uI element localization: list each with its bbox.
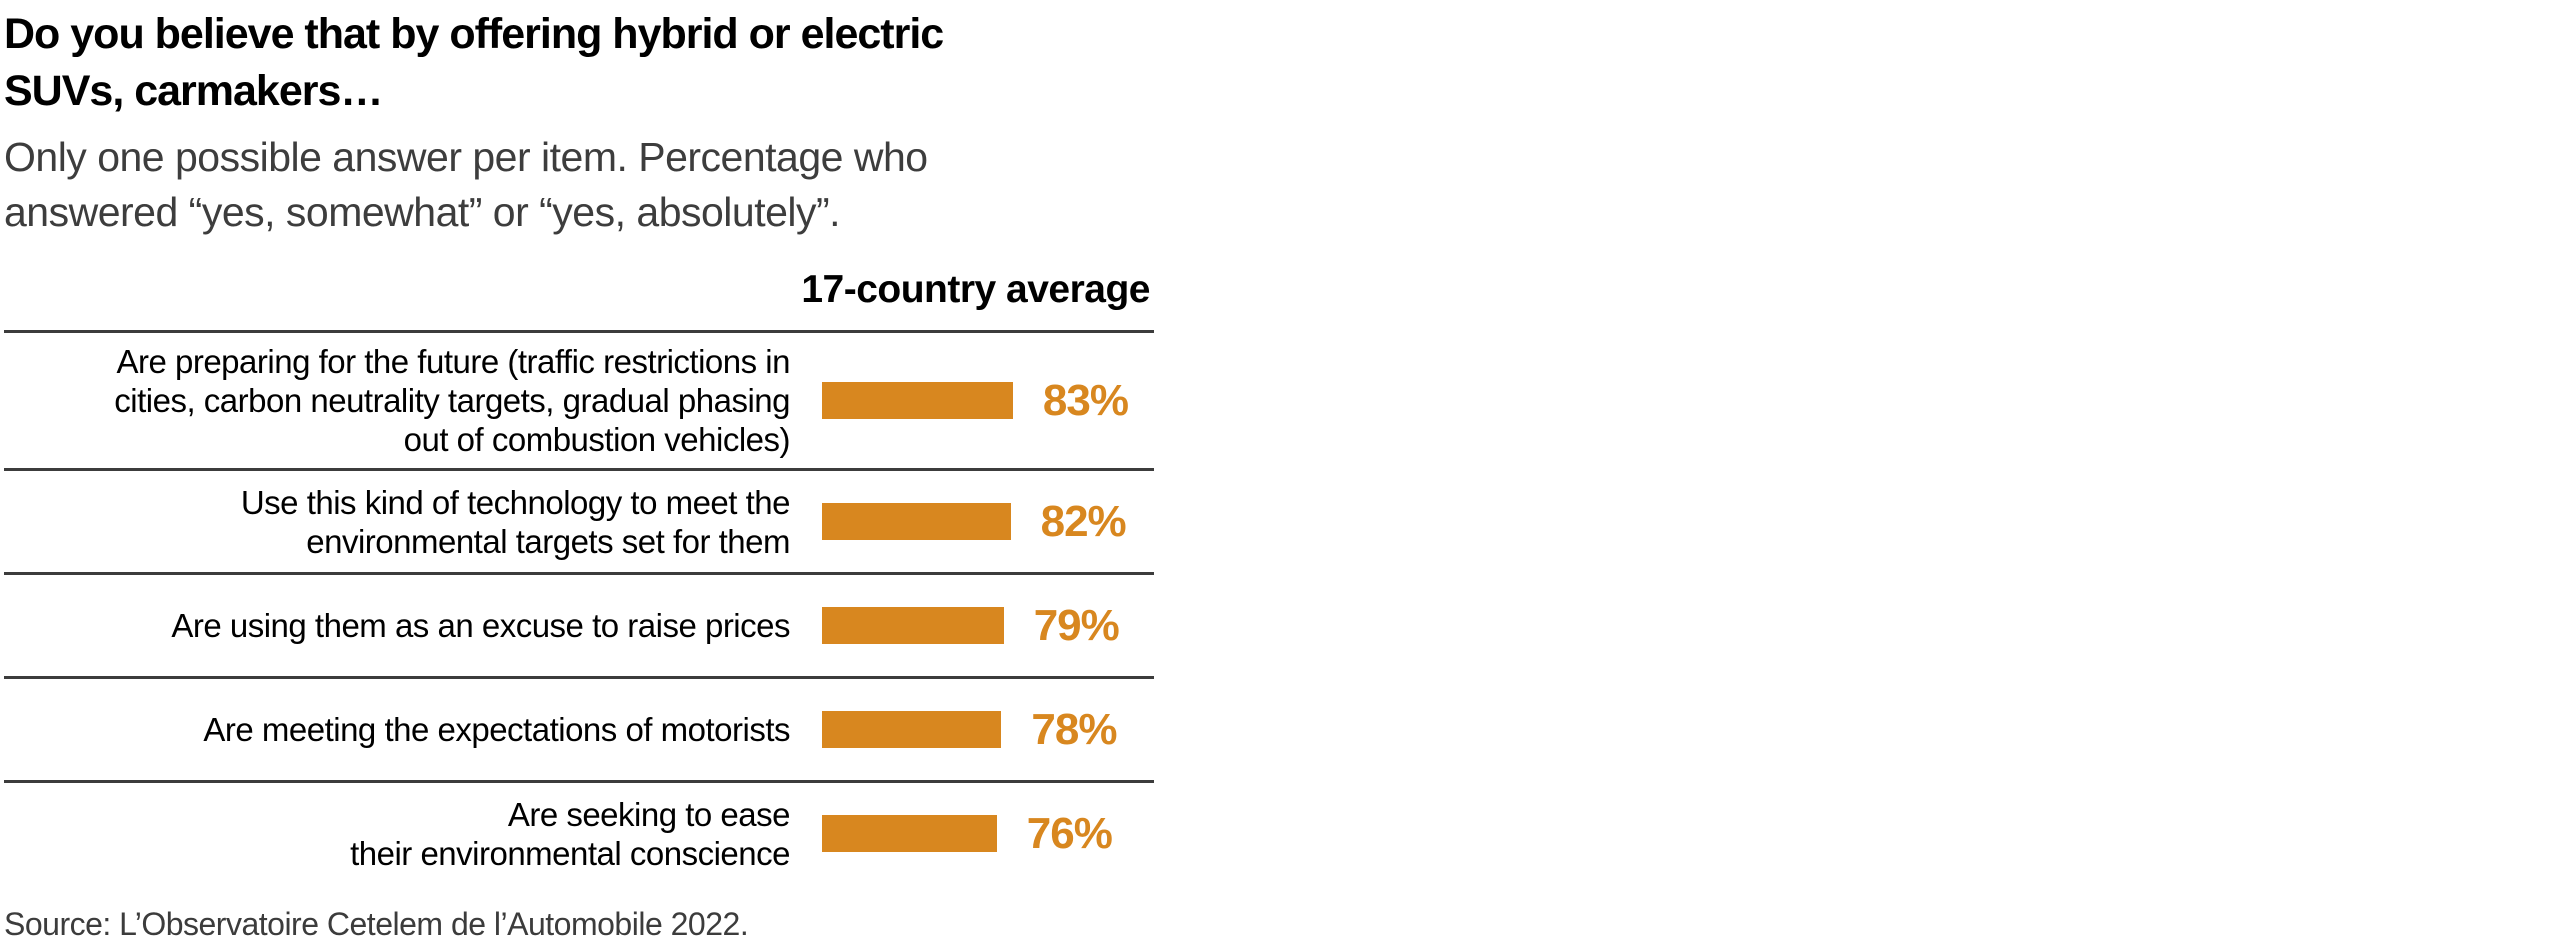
row-label: Are using them as an excuse to raise pri… [171,607,790,644]
bar-chart-table: Are preparing for the future (traffic re… [4,330,1154,884]
value-label: 82% [1040,496,1127,546]
page-subtitle: Only one possible answer per item. Perce… [4,134,928,235]
column-header: 17-country average [801,268,1150,311]
value-label: 78% [1031,704,1117,754]
value-label: 76% [1026,808,1113,858]
row-label: Use this kind of technology to meet the … [240,483,791,560]
bar-wrap: 78% [822,704,1117,755]
row-label: Are preparing for the future (traffic re… [114,343,790,458]
bar-wrap: 83% [822,375,1129,426]
value-bar [822,815,997,852]
value-label: 79% [1033,600,1120,650]
value-bar [822,607,1004,644]
value-bar [822,711,1002,748]
table-row: Are using them as an excuse to raise pri… [4,572,1154,676]
source-note: Source: L’Observatoire Cetelem de l’Auto… [4,906,749,942]
chart-content: Do you believe that by offering hybrid o… [0,0,1160,943]
value-bar [822,382,1013,419]
table-row: Are meeting the expectations of motorist… [4,676,1154,780]
table-row: Are seeking to ease their environmental … [4,780,1154,884]
row-label: Are seeking to ease their environmental … [350,795,790,872]
value-label: 83% [1042,375,1129,425]
page-title: Do you believe that by offering hybrid o… [4,10,944,115]
table-row: Use this kind of technology to meet the … [4,468,1154,572]
bar-wrap: 79% [822,600,1120,651]
bar-wrap: 82% [822,496,1127,547]
value-bar [822,503,1011,540]
bar-wrap: 76% [822,808,1113,859]
table-row: Are preparing for the future (traffic re… [4,330,1154,468]
row-label: Are meeting the expectations of motorist… [203,711,790,748]
